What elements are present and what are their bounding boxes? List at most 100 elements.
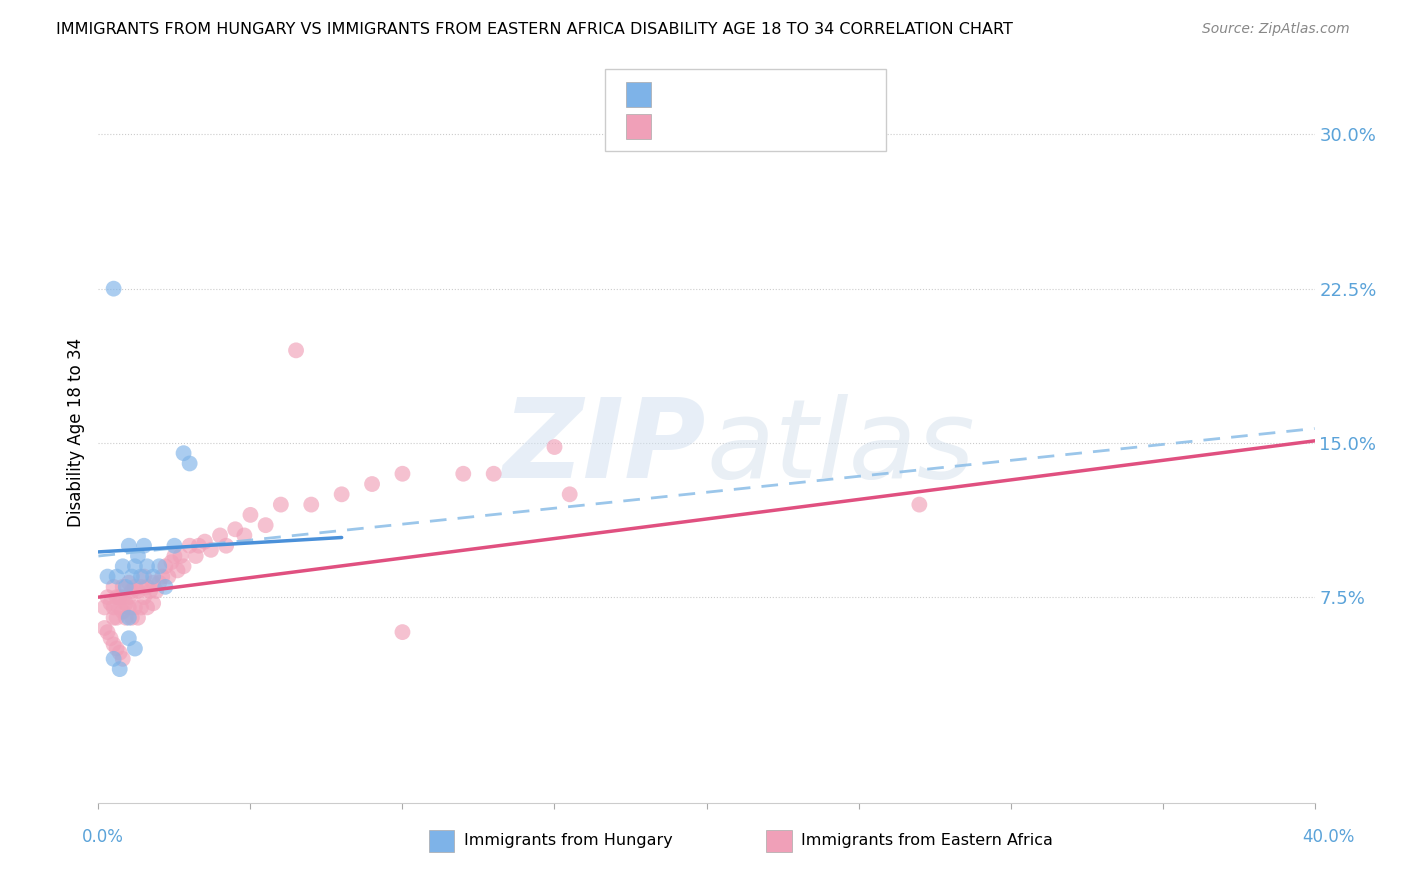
Point (111, 605, 134, 619)
Point (139, 584, 162, 599)
Point (169, 549, 191, 563)
Point (173, 446, 195, 460)
Point (124, 580, 146, 594)
Point (150, 569, 173, 583)
Point (111, 652, 134, 666)
Point (209, 528, 232, 542)
Point (148, 559, 170, 574)
Point (179, 457, 201, 471)
Text: Immigrants from Hungary: Immigrants from Hungary (464, 833, 672, 847)
Point (111, 580, 134, 594)
Point (132, 569, 155, 583)
Point (100, 596, 122, 610)
Point (103, 637, 125, 651)
Point (105, 569, 128, 583)
Point (96, 590, 118, 604)
Point (142, 596, 165, 610)
Point (136, 600, 159, 615)
Text: R = 0.070   N = 23: R = 0.070 N = 23 (665, 86, 835, 103)
Point (124, 600, 146, 615)
Point (543, 440, 565, 454)
Point (254, 518, 277, 533)
Point (361, 477, 384, 491)
Point (148, 575, 170, 590)
Point (118, 600, 141, 615)
Point (108, 590, 131, 604)
Point (163, 539, 186, 553)
Point (142, 569, 165, 583)
Point (111, 559, 134, 574)
Point (184, 549, 207, 563)
Text: IMMIGRANTS FROM HUNGARY VS IMMIGRANTS FROM EASTERN AFRICA DISABILITY AGE 18 TO 3: IMMIGRANTS FROM HUNGARY VS IMMIGRANTS FR… (56, 22, 1014, 37)
Point (391, 467, 413, 481)
Point (96, 625, 118, 640)
Point (93, 600, 115, 615)
Point (136, 559, 159, 574)
Point (391, 625, 413, 640)
Point (100, 632, 122, 646)
Point (215, 539, 238, 553)
Point (121, 569, 143, 583)
Point (114, 580, 136, 594)
Text: R = 0.294   N = 73: R = 0.294 N = 73 (665, 118, 835, 136)
Point (108, 662, 131, 676)
Point (108, 600, 131, 615)
Point (103, 282, 125, 296)
Y-axis label: Disability Age 18 to 34: Disability Age 18 to 34 (66, 338, 84, 527)
Point (103, 600, 125, 615)
Point (121, 584, 143, 599)
Point (127, 611, 149, 625)
Point (111, 590, 134, 604)
Point (105, 611, 128, 625)
Point (299, 498, 322, 512)
Point (224, 522, 246, 536)
Point (105, 590, 128, 604)
Point (127, 584, 149, 599)
Point (118, 611, 141, 625)
Point (118, 590, 141, 604)
Point (330, 487, 353, 501)
Point (136, 580, 159, 594)
Point (132, 539, 155, 553)
Point (129, 600, 152, 615)
Point (105, 641, 128, 656)
Point (127, 549, 149, 563)
Point (270, 498, 292, 512)
Point (908, 498, 931, 512)
Point (118, 575, 141, 590)
Point (233, 528, 256, 542)
Point (142, 575, 165, 590)
Point (114, 596, 136, 610)
Point (453, 467, 475, 481)
Point (155, 559, 177, 574)
Point (124, 641, 146, 656)
Point (160, 555, 183, 569)
Point (145, 584, 167, 599)
Text: Immigrants from Eastern Africa: Immigrants from Eastern Africa (801, 833, 1053, 847)
Point (103, 652, 125, 666)
Point (482, 467, 505, 481)
Point (163, 549, 186, 563)
Text: 0.0%: 0.0% (82, 828, 124, 846)
Point (187, 539, 209, 553)
Point (285, 343, 308, 358)
Point (239, 508, 262, 522)
Point (129, 580, 152, 594)
Point (179, 539, 201, 553)
Point (121, 611, 143, 625)
Point (173, 559, 195, 574)
Text: 40.0%: 40.0% (1302, 828, 1355, 846)
Point (114, 611, 136, 625)
Point (129, 569, 152, 583)
Point (96, 569, 118, 583)
Point (132, 590, 155, 604)
Text: Source: ZipAtlas.com: Source: ZipAtlas.com (1202, 22, 1350, 37)
Point (118, 539, 141, 553)
Text: atlas: atlas (707, 394, 976, 501)
Point (157, 569, 180, 583)
Point (194, 534, 217, 549)
Point (124, 559, 146, 574)
Point (103, 580, 125, 594)
Point (200, 542, 222, 557)
Point (558, 487, 581, 501)
